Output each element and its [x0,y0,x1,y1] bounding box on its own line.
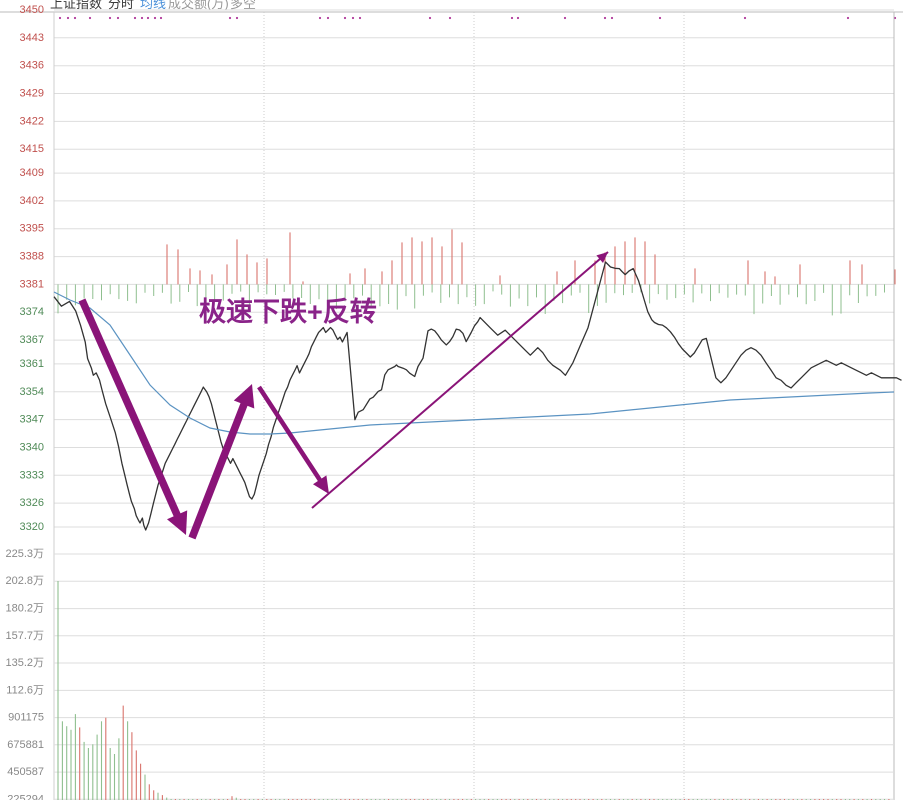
svg-text:成交额(万): 成交额(万) [168,0,229,11]
svg-text:均线: 均线 [140,0,166,11]
svg-text:135.2万: 135.2万 [5,657,44,669]
svg-text:分时: 分时 [108,0,134,11]
svg-text:112.6万: 112.6万 [6,684,44,696]
svg-text:3333: 3333 [20,469,44,481]
svg-text:675881: 675881 [7,739,44,751]
svg-text:901175: 901175 [8,712,44,724]
svg-text:3422: 3422 [20,115,44,127]
svg-text:3436: 3436 [20,60,44,72]
svg-text:3320: 3320 [20,521,44,533]
svg-text:极速下跌+反转: 极速下跌+反转 [199,297,377,327]
svg-text:3429: 3429 [20,88,44,100]
svg-text:3354: 3354 [20,386,44,398]
svg-text:3415: 3415 [20,143,44,155]
svg-text:3388: 3388 [20,251,44,263]
svg-text:3361: 3361 [20,358,44,370]
svg-text:3402: 3402 [20,195,44,207]
svg-text:3409: 3409 [20,167,44,179]
svg-text:3347: 3347 [20,414,44,426]
svg-text:3374: 3374 [20,306,44,318]
svg-text:225.3万: 225.3万 [5,548,44,560]
svg-text:3450: 3450 [20,4,44,16]
svg-text:3326: 3326 [20,497,44,509]
svg-text:180.2万: 180.2万 [5,603,44,615]
svg-text:3395: 3395 [20,223,44,235]
svg-text:上证指数: 上证指数 [50,0,102,11]
svg-text:3443: 3443 [20,32,44,44]
svg-text:225294: 225294 [7,793,44,800]
svg-text:3381: 3381 [20,278,44,290]
svg-text:3367: 3367 [20,334,44,346]
svg-text:3340: 3340 [20,442,44,454]
svg-text:202.8万: 202.8万 [5,575,44,587]
svg-text:157.7万: 157.7万 [5,630,44,642]
svg-text:多空: 多空 [230,0,256,11]
svg-text:450587: 450587 [7,766,44,778]
